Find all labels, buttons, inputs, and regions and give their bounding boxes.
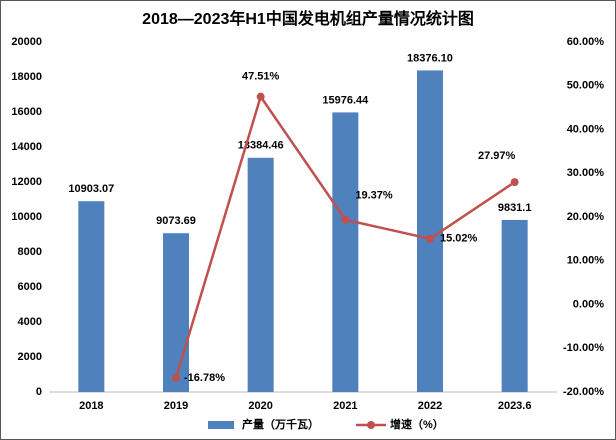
x-tick-label: 2022 <box>418 400 442 412</box>
line-point <box>256 92 265 101</box>
line-value-label: 27.97% <box>478 150 516 162</box>
line-point <box>426 234 434 243</box>
y2-tick-label: 40.00% <box>567 123 605 135</box>
x-tick-label: 2023.6 <box>498 400 532 412</box>
y2-tick-label: 30.00% <box>567 167 605 179</box>
y-tick-label: 18000 <box>11 71 42 83</box>
line-point <box>172 373 180 382</box>
y2-tick-label: 60.00% <box>567 36 605 48</box>
line-value-label: 47.51% <box>242 71 280 83</box>
y2-tick-label: 20.00% <box>567 211 605 223</box>
y-tick-label: 16000 <box>11 106 42 118</box>
legend-label: 产量（万千瓦） <box>242 417 319 431</box>
y2-tick-label: -20.00% <box>563 386 604 398</box>
y2-tick-label: 10.00% <box>567 255 605 267</box>
x-tick-label: 2021 <box>333 400 357 412</box>
bar <box>332 112 359 393</box>
bar-value-label: 9073.69 <box>156 215 196 227</box>
bar-value-label: 18376.10 <box>407 52 453 64</box>
y2-tick-label: 0.00% <box>573 298 604 310</box>
y-tick-label: 12000 <box>11 176 42 188</box>
bar <box>247 157 274 392</box>
legend-swatch <box>367 421 375 429</box>
y-tick-label: 14000 <box>11 141 42 153</box>
x-tick-label: 2019 <box>164 400 188 412</box>
y2-tick-label: 50.00% <box>567 80 605 92</box>
legend-label: 增速（%） <box>390 417 444 431</box>
line-value-label: 15.02% <box>440 233 478 245</box>
y2-tick-label: -10.00% <box>563 342 604 354</box>
y-tick-label: 4000 <box>18 316 42 328</box>
y-tick-label: 6000 <box>18 281 42 293</box>
legend-swatch <box>208 421 234 429</box>
y-tick-label: 10000 <box>11 211 42 223</box>
x-tick-label: 2018 <box>79 400 103 412</box>
bar-value-label: 9831.1 <box>498 202 532 214</box>
bar <box>501 219 528 392</box>
y-tick-label: 8000 <box>18 246 42 258</box>
line-point <box>341 215 350 224</box>
bar <box>78 201 105 392</box>
chart-title: 2018—2023年H1中国发电机组产量情况统计图 <box>142 9 474 28</box>
bar-value-label: 15976.44 <box>322 94 369 106</box>
y-tick-label: 20000 <box>11 36 42 48</box>
bar-value-label: 13384.46 <box>238 140 284 152</box>
bar <box>417 70 443 393</box>
line-point <box>510 178 519 187</box>
bar-value-label: 10903.07 <box>68 183 114 195</box>
bar <box>163 233 189 392</box>
line-value-label: 19.37% <box>355 190 393 202</box>
line-value-label: -16.78% <box>184 372 225 384</box>
y-tick-label: 2000 <box>18 351 42 363</box>
x-tick-label: 2020 <box>248 400 272 412</box>
y-tick-label: 0 <box>36 386 42 398</box>
